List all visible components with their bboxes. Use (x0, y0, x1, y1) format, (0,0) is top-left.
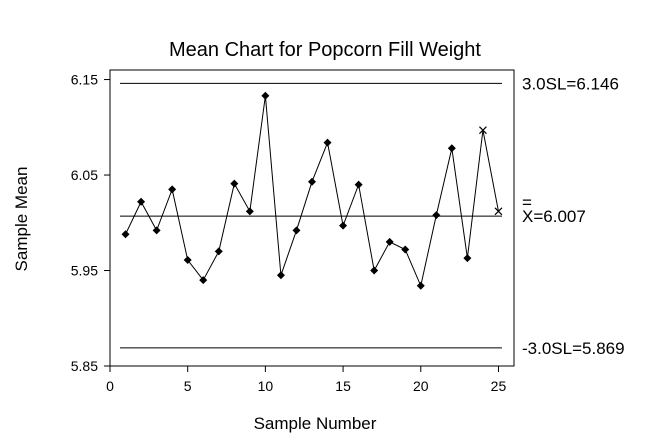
data-point (432, 211, 441, 220)
data-point (370, 266, 379, 275)
y-tick-label: 6.15 (71, 72, 98, 88)
data-point (168, 185, 177, 194)
x-bar-overbar: = (522, 193, 532, 212)
x-tick-label: 0 (106, 378, 114, 394)
data-point (214, 247, 223, 256)
data-point (183, 256, 192, 265)
data-point (276, 271, 285, 280)
data-point (121, 230, 130, 239)
y-axis-label: Sample Mean (12, 167, 31, 272)
data-point (416, 281, 425, 290)
data-point-flagged (494, 207, 503, 216)
data-point (339, 221, 348, 230)
x-tick-label: 15 (335, 378, 351, 394)
data-point (152, 226, 161, 235)
data-point (245, 207, 254, 216)
control-lines: 3.0SL=6.146 X=6.007= -3.0SL=5.869 (120, 74, 625, 358)
data-point (401, 245, 410, 254)
data-point (199, 276, 208, 285)
chart-title: Mean Chart for Popcorn Fill Weight (169, 39, 481, 61)
plot-area (109, 69, 515, 367)
data-point (292, 226, 301, 235)
x-tick-label: 10 (258, 378, 274, 394)
y-tick-label: 5.85 (71, 358, 98, 374)
data-point-flagged (478, 126, 487, 135)
y-tick-label: 5.95 (71, 263, 98, 279)
data-point (463, 254, 472, 263)
series-sample-mean (121, 91, 503, 290)
x-tick-label: 25 (491, 378, 507, 394)
upper-control-limit-label: 3.0SL=6.146 (522, 74, 619, 93)
data-point (308, 177, 316, 186)
lower-control-limit-label: -3.0SL=5.869 (522, 339, 625, 358)
data-point (385, 237, 394, 246)
data-point (354, 180, 363, 189)
data-point (447, 144, 456, 153)
x-axis-label: Sample Number (254, 414, 377, 433)
data-point (230, 179, 239, 188)
axes: 0 5 10 15 20 25 5.85 5.95 6.05 6.15 (71, 72, 507, 394)
center-line-label: X=6.007 (522, 207, 586, 226)
data-point (261, 91, 270, 100)
series-line (125, 95, 499, 288)
data-point (137, 197, 146, 206)
x-tick-label: 5 (184, 378, 192, 394)
data-point (323, 138, 332, 147)
y-tick-label: 6.05 (71, 167, 98, 183)
x-tick-label: 20 (413, 378, 429, 394)
